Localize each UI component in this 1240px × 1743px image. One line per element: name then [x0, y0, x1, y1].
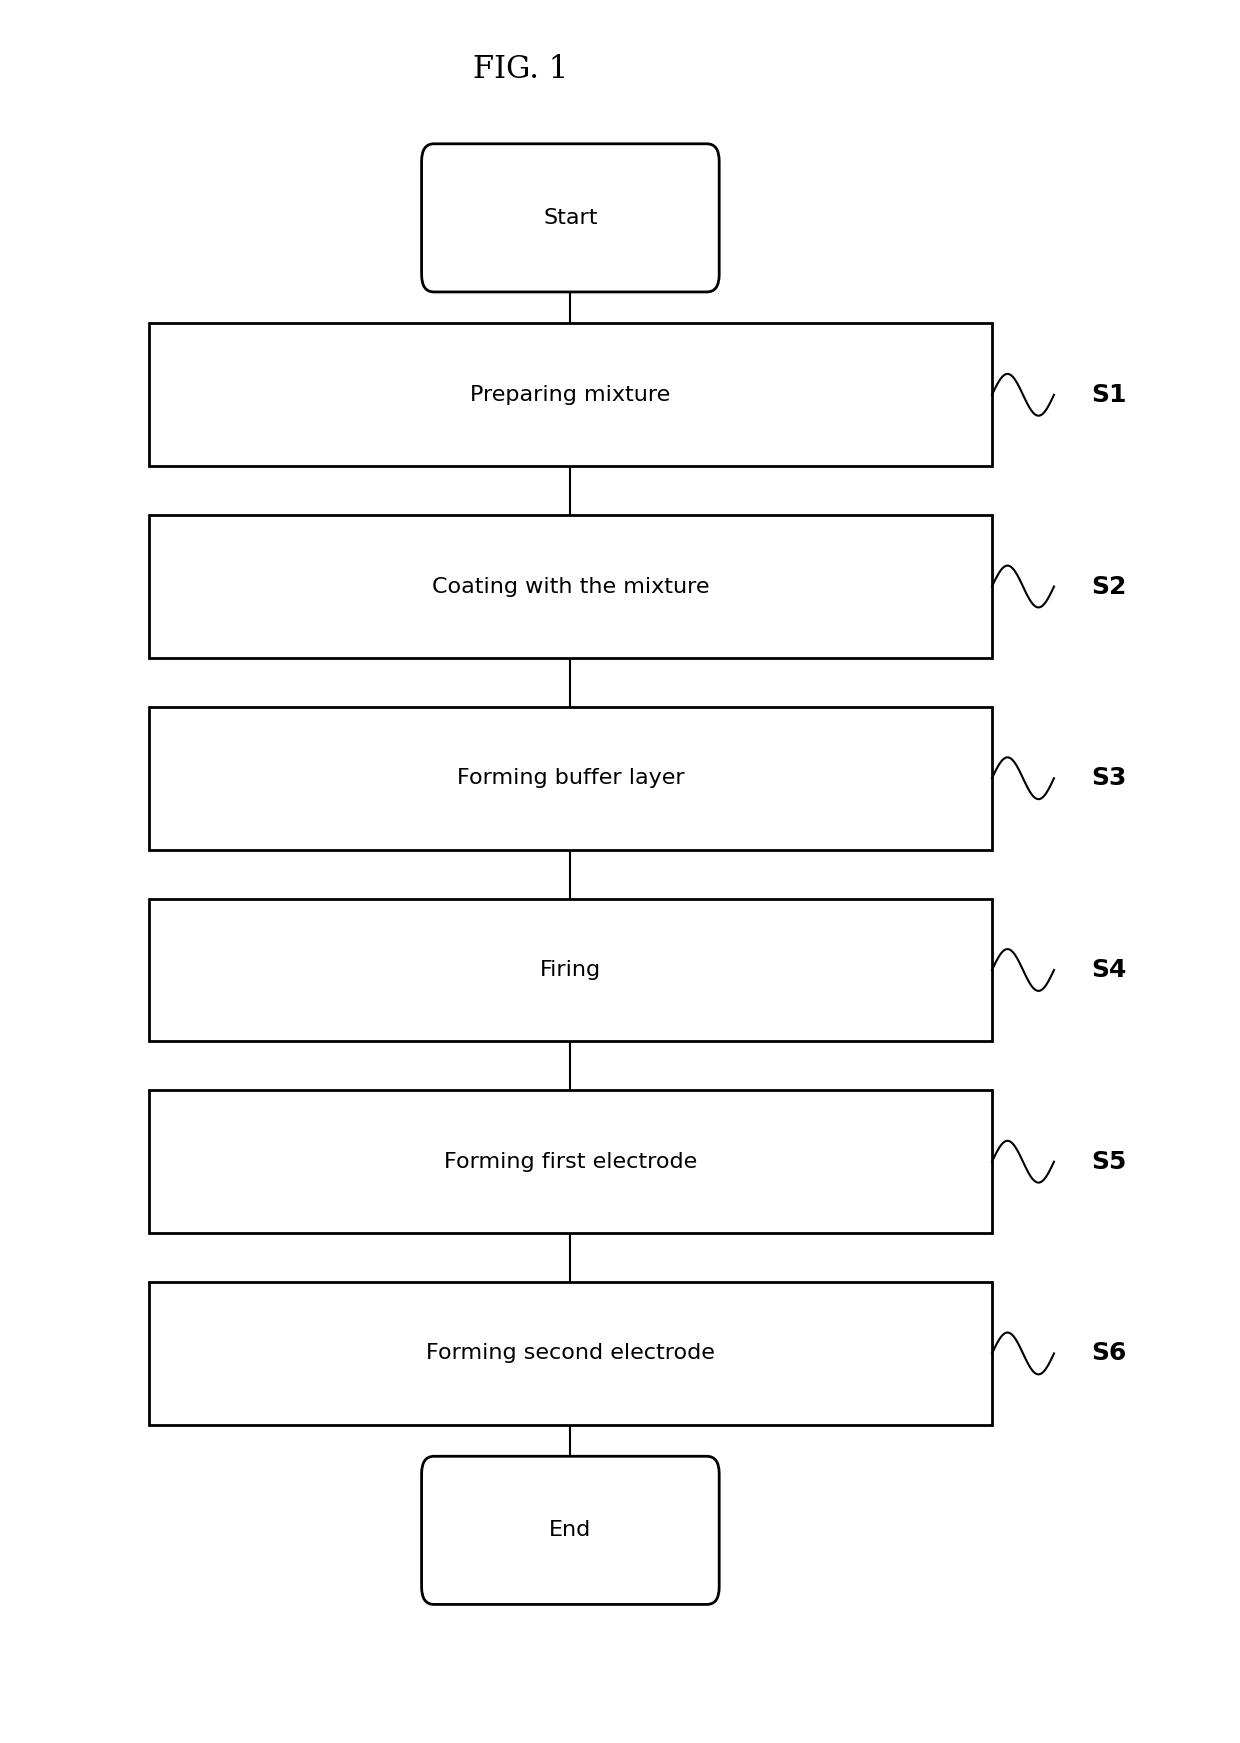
Text: FIG. 1: FIG. 1 — [474, 54, 568, 85]
Text: S2: S2 — [1091, 575, 1127, 598]
FancyBboxPatch shape — [422, 1457, 719, 1605]
Text: S1: S1 — [1091, 383, 1127, 406]
Text: S3: S3 — [1091, 767, 1127, 790]
Text: S6: S6 — [1091, 1342, 1127, 1365]
FancyBboxPatch shape — [149, 324, 992, 467]
Text: Start: Start — [543, 207, 598, 228]
FancyBboxPatch shape — [149, 708, 992, 851]
FancyBboxPatch shape — [149, 516, 992, 659]
Text: Forming second electrode: Forming second electrode — [427, 1344, 714, 1363]
FancyBboxPatch shape — [149, 1283, 992, 1426]
FancyBboxPatch shape — [422, 145, 719, 291]
Text: S5: S5 — [1091, 1150, 1127, 1173]
FancyBboxPatch shape — [149, 1091, 992, 1234]
Text: Coating with the mixture: Coating with the mixture — [432, 577, 709, 596]
Text: Preparing mixture: Preparing mixture — [470, 385, 671, 404]
Text: End: End — [549, 1520, 591, 1541]
Text: Firing: Firing — [539, 960, 601, 980]
Text: S4: S4 — [1091, 959, 1127, 981]
FancyBboxPatch shape — [149, 899, 992, 1042]
Text: Forming buffer layer: Forming buffer layer — [456, 769, 684, 788]
Text: Forming first electrode: Forming first electrode — [444, 1152, 697, 1171]
